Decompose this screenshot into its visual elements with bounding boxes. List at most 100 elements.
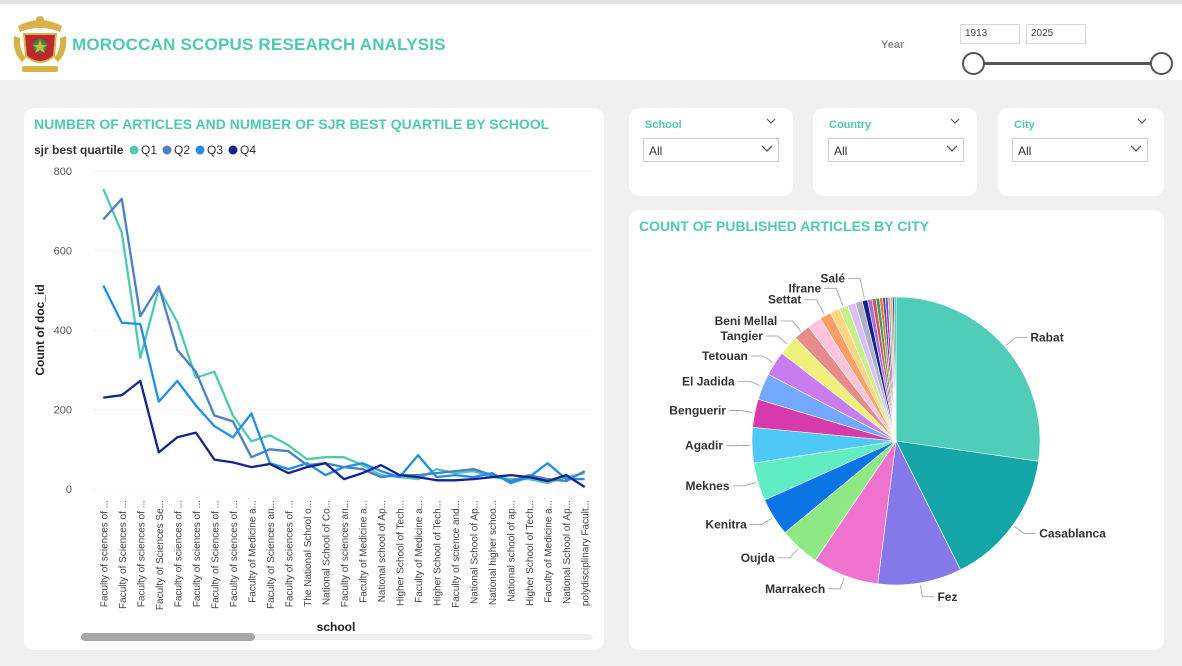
legend-marker-q4 <box>228 145 238 155</box>
x-tick-label: National School of Ap... <box>470 500 481 604</box>
x-tick-label: Faculty of Medicine a... <box>544 500 555 603</box>
pie-leader-line <box>777 548 799 559</box>
x-tick-label: Higher School of Tech... <box>433 500 444 606</box>
pie-leader-line <box>728 410 753 414</box>
pie-label-casablanca: Casablanca <box>1039 526 1106 540</box>
pie-label-beni-mellal: Beni Mellal <box>715 314 778 328</box>
header-bar: MOROCCAN SCOPUS RESEARCH ANALYSIS Year 1… <box>0 4 1182 80</box>
pie-leader-line <box>804 299 825 315</box>
country-filter-label: Country <box>829 119 872 131</box>
year-label: Year <box>881 39 905 51</box>
y-tick-label: 400 <box>54 325 72 337</box>
coat-of-arms-icon <box>13 16 67 72</box>
x-tick-label: Faculty of sciences of ... <box>284 500 295 607</box>
chevron-down-icon <box>761 145 773 152</box>
pie-label-kenitra: Kenitra <box>705 517 747 531</box>
pie-leader-line <box>780 320 801 331</box>
x-tick-label: Faculty of sciences an... <box>340 500 351 607</box>
y-tick-label: 600 <box>54 246 72 258</box>
pie-label-rabat: Rabat <box>1030 330 1063 344</box>
pie-label-agadir: Agadir <box>685 439 723 453</box>
pie-slice <box>893 296 897 442</box>
x-tick-label: National School of Ap... <box>562 500 573 604</box>
pie-leader-line <box>1006 337 1028 346</box>
x-tick-label: Faculty of sciences of ... <box>192 500 203 607</box>
chevron-down-icon[interactable] <box>950 118 960 124</box>
series-line-q4 <box>103 379 586 488</box>
x-tick-label: Faculty of Medicine a... <box>359 500 370 603</box>
legend-marker-q1 <box>129 145 139 155</box>
year-from-input[interactable]: 1913 <box>960 24 1020 44</box>
x-tick-label: Higher School of Tech... <box>525 500 536 606</box>
chevron-down-icon[interactable] <box>1137 118 1147 124</box>
x-tick-label: Higher School of Tech... <box>396 500 407 606</box>
pie-label-tetouan: Tetouan <box>702 349 748 363</box>
school-filter-select[interactable]: All <box>643 138 779 162</box>
y-axis-title: Count of doc_id <box>33 284 47 375</box>
school-filter-card: School All <box>629 108 793 196</box>
pie-label-benguerir: Benguerir <box>669 403 726 417</box>
x-axis-title: school <box>317 620 356 634</box>
pie-label-el-jadida: El Jadida <box>682 374 735 388</box>
x-tick-label: National school of Ap... <box>377 500 388 602</box>
pie-label-sal-: Salé <box>820 272 845 286</box>
x-tick-label: Faculty of sciences of ... <box>99 500 110 607</box>
line-chart-title: NUMBER OF ARTICLES AND NUMBER OF SJR BES… <box>34 116 550 132</box>
pie-slice-fez <box>877 439 961 586</box>
y-tick-label: 0 <box>66 484 72 496</box>
legend-marker-q2 <box>162 145 172 155</box>
x-tick-label: Faculty of Sciences Se... <box>155 500 166 610</box>
chart-legend: sjr best quartile Q1 Q2 Q3 Q4 <box>34 143 256 157</box>
legend-marker-q3 <box>195 145 205 155</box>
pie-label-tangier: Tangier <box>720 329 763 343</box>
chevron-down-icon <box>1130 145 1142 152</box>
pie-leader-line <box>824 287 844 306</box>
legend-label-q3: Q3 <box>207 143 223 157</box>
city-filter-value: All <box>1018 144 1032 158</box>
year-to-input[interactable]: 2025 <box>1026 24 1086 44</box>
pie-label-oujda: Oujda <box>741 551 775 565</box>
series-line-q3 <box>102 284 585 485</box>
country-filter-select[interactable]: All <box>828 138 964 162</box>
pie-leader-line <box>848 278 865 299</box>
pie-leader-line <box>732 482 757 487</box>
pie-chart-card: COUNT OF PUBLISHED ARTICLES BY CITY Raba… <box>629 210 1164 650</box>
x-tick-label: Faculty of Sciences an... <box>266 500 277 609</box>
x-tick-label: National higher schoo... <box>488 500 499 605</box>
pie-label-meknes: Meknes <box>685 479 729 493</box>
x-tick-label: National School of Co... <box>321 500 332 605</box>
x-tick-label: Faculty of Sciences of ... <box>118 500 129 609</box>
city-filter-select[interactable]: All <box>1012 138 1148 162</box>
y-tick-label: 200 <box>54 405 72 417</box>
x-tick-label: Faculty of Sciences of ... <box>210 500 221 609</box>
x-tick-label: Faculty of sciences of ... <box>229 500 240 607</box>
country-filter-card: Country All <box>813 108 977 196</box>
pie-leader-line <box>737 380 761 387</box>
horizontal-scrollbar-thumb[interactable] <box>81 633 255 641</box>
city-filter-card: City All <box>998 108 1164 196</box>
chevron-down-icon[interactable] <box>766 118 776 124</box>
page-title: MOROCCAN SCOPUS RESEARCH ANALYSIS <box>72 35 446 54</box>
legend-label-q2: Q2 <box>174 143 190 157</box>
chevron-down-icon <box>946 145 958 152</box>
legend-label-q1: Q1 <box>141 143 157 157</box>
x-tick-label: Faculty of Medicine a... <box>414 500 425 603</box>
year-slider-track[interactable] <box>972 62 1162 65</box>
city-filter-label: City <box>1014 119 1035 131</box>
x-tick-label: National school of ap... <box>507 500 518 602</box>
pie-leader-line <box>749 517 773 525</box>
year-slider-start-handle[interactable] <box>962 52 985 75</box>
line-chart-card: NUMBER OF ARTICLES AND NUMBER OF SJR BES… <box>24 108 604 650</box>
pie-leader-line <box>920 584 935 598</box>
pie-leader-line <box>765 335 788 345</box>
pie-leader-line <box>828 577 845 590</box>
pie-slice-casablanca <box>895 440 1039 571</box>
x-tick-label: The National School o... <box>303 500 314 607</box>
legend-label-q4: Q4 <box>240 143 256 157</box>
pie-label-marrakech: Marrakech <box>765 582 825 596</box>
pie-leader-line <box>750 355 774 363</box>
pie-chart-title: COUNT OF PUBLISHED ARTICLES BY CITY <box>639 218 930 234</box>
school-filter-value: All <box>649 144 663 158</box>
year-slider-end-handle[interactable] <box>1150 52 1173 75</box>
pie-label-ifrane: Ifrane <box>788 281 821 295</box>
